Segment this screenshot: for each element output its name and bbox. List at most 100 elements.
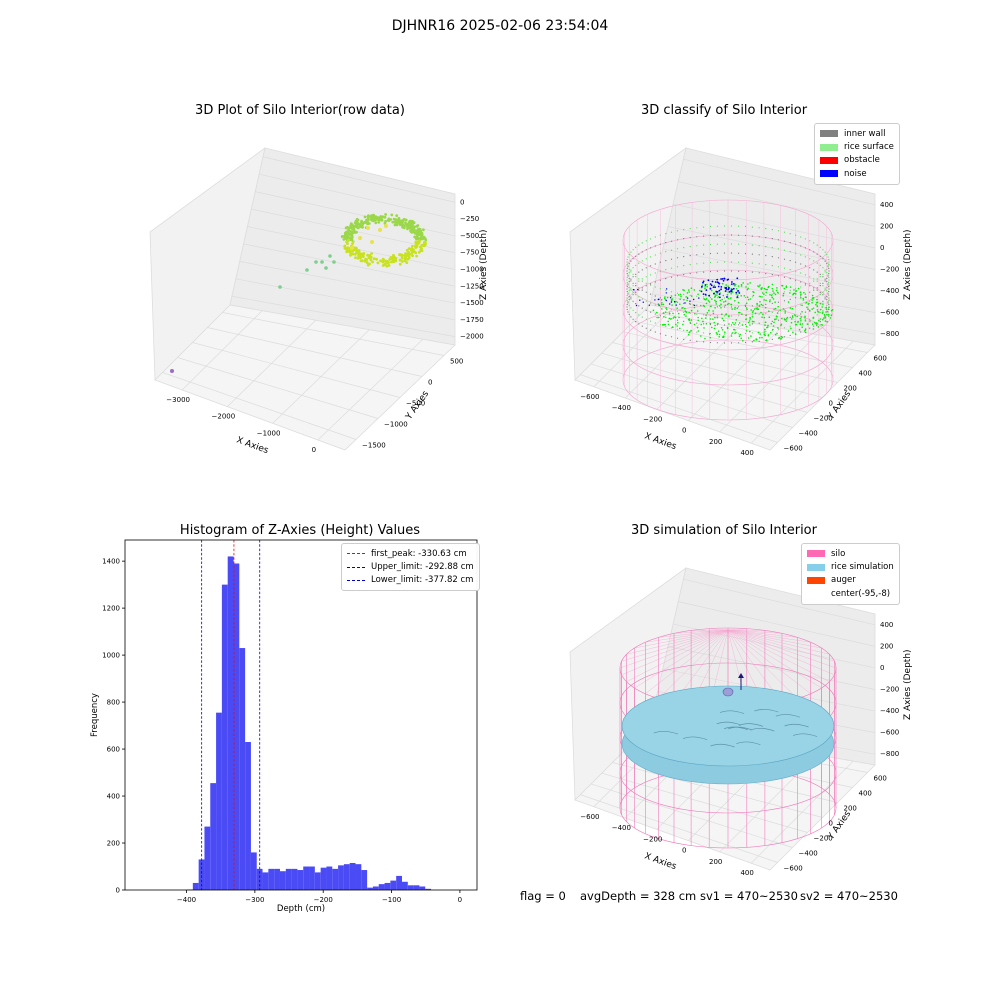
wall-point (738, 306, 740, 308)
raw-point (392, 217, 396, 221)
rice-surface-point (785, 285, 788, 288)
wall-point (654, 313, 656, 315)
histogram-bar (216, 712, 222, 890)
wall-point (645, 282, 647, 284)
wall-point (632, 258, 634, 260)
wall-point (771, 274, 773, 276)
raw-point (358, 236, 362, 240)
rice-surface-point (787, 301, 790, 303)
rice-surface-point (747, 287, 749, 290)
wall-point (819, 246, 821, 248)
gridline (580, 794, 778, 863)
wall-point (638, 289, 640, 291)
y-tick-label: 1200 (102, 605, 120, 613)
rice-surface-point (794, 333, 797, 336)
silo-roof-line (727, 628, 747, 631)
rice-surface-point (811, 302, 813, 304)
wall-point (676, 248, 679, 250)
rice-surface-point (768, 310, 770, 313)
rice-surface-point (799, 291, 802, 294)
legend-noise: noise (820, 167, 894, 180)
rice-surface-point (807, 323, 809, 326)
legend-line-sample (347, 579, 365, 581)
wall-point (809, 267, 811, 269)
wall-point (800, 281, 802, 283)
wall-point (795, 270, 797, 272)
rice-surface-point (763, 316, 766, 319)
legend-swatch (807, 550, 825, 558)
noise-point (635, 304, 638, 307)
rice-surface-point (781, 336, 784, 339)
wall-point (638, 287, 640, 289)
wall-point (804, 302, 807, 304)
classify-tick-labels: −600−400−20002004006004002000−200−400−60… (580, 201, 899, 457)
raw-point (407, 256, 411, 260)
wall-point (641, 298, 643, 300)
rice-surface-point (688, 318, 691, 320)
wall-point (641, 251, 643, 253)
wall-point (703, 226, 705, 228)
wall-point (738, 261, 740, 263)
rice-surface-point (825, 308, 828, 311)
wall-point (824, 296, 826, 298)
wall-point (816, 296, 818, 298)
raw-point (385, 264, 389, 268)
noise-point (731, 288, 733, 291)
y-tick-label: 600 (874, 355, 887, 363)
rice-surface-point (816, 305, 819, 308)
noise-point (728, 291, 731, 293)
noise-point (709, 283, 712, 285)
wall-point (716, 243, 719, 245)
rice-surface-point (734, 306, 736, 309)
rice-surface-point (729, 297, 732, 299)
wall-point (638, 305, 640, 307)
wall-point (632, 300, 634, 302)
wall-point (816, 262, 818, 264)
histogram-bar (396, 875, 402, 890)
silo-roof-line (658, 629, 729, 638)
silo-roof-line (634, 629, 729, 689)
rice-surface-point (690, 329, 692, 332)
legend-label: Upper_limit: -292.88 cm (371, 562, 474, 573)
noise-point (693, 298, 695, 301)
wall-point (665, 316, 667, 318)
wall-point (716, 225, 719, 227)
rice-surface-point (763, 299, 765, 301)
wall-point (641, 278, 643, 280)
raw-zlabel: Z Axies (Depth) (479, 229, 489, 300)
wall-point (627, 266, 629, 268)
histogram-x-ticks: −400 −300 −200 −100 0 (177, 890, 462, 904)
histogram-bar (245, 742, 251, 890)
wall-point (654, 331, 656, 333)
raw-point (415, 254, 418, 258)
raw-point (364, 220, 367, 224)
rice-surface-point (771, 283, 774, 286)
rice-surface-point (742, 340, 744, 342)
legend-upper-limit: Upper_limit: -292.88 cm (347, 560, 474, 573)
rice-surface-point (671, 304, 673, 306)
wall-point (670, 231, 673, 233)
wall-point (828, 267, 830, 270)
raw-point (348, 226, 352, 230)
noise-point (689, 300, 691, 302)
noise-point (639, 299, 641, 301)
silo-roof-line (634, 629, 729, 649)
rice-surface-point (785, 320, 788, 323)
wall-point (827, 266, 829, 268)
rice-surface-point (700, 323, 703, 326)
wall-point (703, 323, 705, 325)
rice-surface-point (706, 312, 709, 314)
wall-point (635, 291, 637, 293)
rice-surface-point (694, 313, 696, 315)
rice-surface-point (803, 330, 806, 332)
wall-point (828, 290, 830, 293)
rice-surface-point (814, 311, 816, 314)
raw-point (376, 261, 380, 265)
rice-surface-point (719, 305, 721, 307)
wall-point (824, 278, 826, 280)
wall-point (659, 270, 662, 272)
rice-surface-point (718, 336, 720, 338)
histogram-bar (378, 884, 385, 890)
histogram-bar (210, 783, 217, 890)
wall-point (795, 252, 797, 254)
